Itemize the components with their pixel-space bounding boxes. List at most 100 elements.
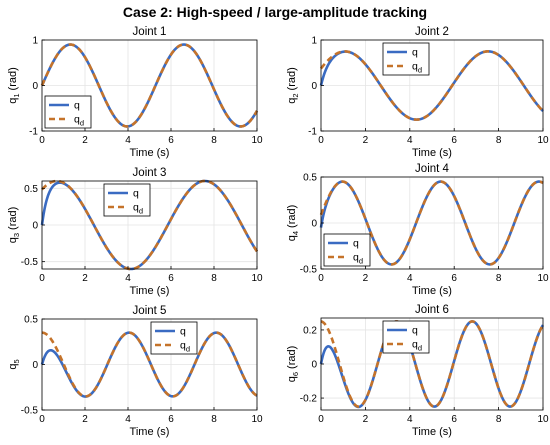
- subplot-title: Joint 4: [415, 163, 449, 175]
- legend: q qd: [382, 320, 430, 354]
- legend-q-label: q: [180, 326, 186, 338]
- series-qd-line: [320, 320, 545, 408]
- legend-qd-label: qd: [180, 340, 190, 354]
- x-tick-label: 0: [39, 135, 45, 146]
- x-tick-label: 6: [168, 273, 174, 284]
- y-tick-label: 0.2: [303, 325, 317, 336]
- y-tick-label: 0.5: [24, 315, 38, 326]
- subplot-title: Joint 6: [415, 304, 449, 316]
- legend-box: [103, 183, 151, 217]
- y-label-unit: (rad): [7, 207, 19, 233]
- x-tick-label: 2: [82, 273, 88, 284]
- x-tick-label: 6: [451, 135, 457, 146]
- legend-q-label: q: [133, 188, 139, 200]
- y-tick-label: 0: [32, 221, 38, 232]
- legend-qd-label: qd: [74, 114, 84, 128]
- y-tick-label: 0: [32, 360, 38, 371]
- legend: q qd: [382, 42, 430, 76]
- x-tick-label: 8: [496, 135, 502, 146]
- x-axis-label: Time (s): [130, 285, 170, 297]
- y-label-symbol: q: [286, 376, 298, 382]
- x-tick-label: 10: [537, 273, 549, 284]
- y-tick-label: -0.5: [300, 265, 318, 276]
- x-tick-label: 10: [251, 414, 263, 425]
- x-tick-label: 4: [125, 135, 131, 146]
- x-tick-label: 0: [318, 414, 324, 425]
- legend-box: [44, 95, 92, 129]
- x-tick-label: 4: [125, 273, 131, 284]
- x-tick-label: 4: [407, 135, 413, 146]
- y-axis-label: q6 (rad): [286, 346, 300, 383]
- x-tick-label: 2: [82, 414, 88, 425]
- x-tick-label: 8: [496, 273, 502, 284]
- legend: q qd: [150, 321, 198, 355]
- series-qd-line: [319, 50, 544, 121]
- y-tick-label: 0: [311, 81, 317, 92]
- figure-title: Case 2: High-speed / large-amplitude tra…: [123, 4, 427, 20]
- x-tick-label: 4: [407, 414, 413, 425]
- y-tick-label: -0.5: [21, 406, 39, 417]
- y-tick-label: 0.5: [24, 184, 38, 195]
- x-tick-label: 6: [451, 273, 457, 284]
- y-tick-label: -0.2: [300, 394, 318, 405]
- y-axis-label: q3 (rad): [7, 207, 21, 244]
- legend-qd-label: qd: [412, 61, 422, 75]
- y-axis-label: q5: [7, 359, 21, 369]
- legend-qd-label: qd: [133, 202, 143, 216]
- legend: q qd: [44, 95, 92, 129]
- legend: q qd: [103, 183, 151, 217]
- x-tick-label: 10: [251, 273, 263, 284]
- y-label-unit: (rad): [286, 67, 298, 93]
- y-tick-label: 0: [32, 81, 38, 92]
- y-label-symbol: q: [7, 364, 19, 370]
- x-tick-label: 0: [39, 414, 45, 425]
- y-tick-label: 1: [32, 36, 38, 47]
- legend-box: [382, 42, 430, 76]
- y-label-symbol: q: [7, 237, 19, 243]
- y-tick-label: -1: [29, 127, 38, 138]
- legend-box: [150, 321, 198, 355]
- y-label-unit: (rad): [7, 67, 19, 93]
- legend-box: [382, 320, 430, 354]
- x-tick-label: 4: [407, 273, 413, 284]
- y-label-subscript: 4: [291, 231, 300, 235]
- y-label-subscript: 6: [291, 372, 300, 376]
- y-tick-label: 1: [311, 36, 317, 47]
- y-axis-label: q4 (rad): [286, 205, 300, 242]
- y-label-symbol: q: [286, 98, 298, 104]
- subplot-title: Joint 2: [415, 26, 449, 38]
- y-label-subscript: 2: [291, 93, 300, 97]
- y-tick-label: -0.5: [21, 257, 39, 268]
- x-tick-label: 4: [125, 414, 131, 425]
- subplot-title: Joint 5: [133, 305, 167, 317]
- y-axis-label: q2 (rad): [286, 67, 300, 104]
- x-tick-label: 10: [537, 414, 549, 425]
- legend-qd-label: qd: [412, 339, 422, 353]
- y-label-symbol: q: [7, 98, 19, 104]
- subplot-title: Joint 3: [133, 167, 167, 179]
- x-tick-label: 6: [451, 414, 457, 425]
- x-axis-label: Time (s): [130, 147, 170, 159]
- y-tick-label: -1: [308, 127, 317, 138]
- y-label-subscript: 1: [12, 93, 21, 97]
- x-axis-label: Time (s): [412, 426, 452, 438]
- x-tick-label: 2: [363, 273, 369, 284]
- x-tick-label: 0: [318, 135, 324, 146]
- x-axis-label: Time (s): [412, 147, 452, 159]
- x-tick-label: 2: [363, 135, 369, 146]
- x-tick-label: 0: [39, 273, 45, 284]
- x-tick-label: 8: [211, 414, 217, 425]
- x-tick-label: 6: [168, 135, 174, 146]
- x-tick-label: 10: [251, 135, 263, 146]
- x-tick-label: 0: [318, 273, 324, 284]
- x-axis-label: Time (s): [130, 426, 170, 438]
- y-tick-label: 0: [311, 360, 317, 371]
- y-label-subscript: 5: [12, 359, 21, 363]
- legend-q-label: q: [412, 325, 418, 337]
